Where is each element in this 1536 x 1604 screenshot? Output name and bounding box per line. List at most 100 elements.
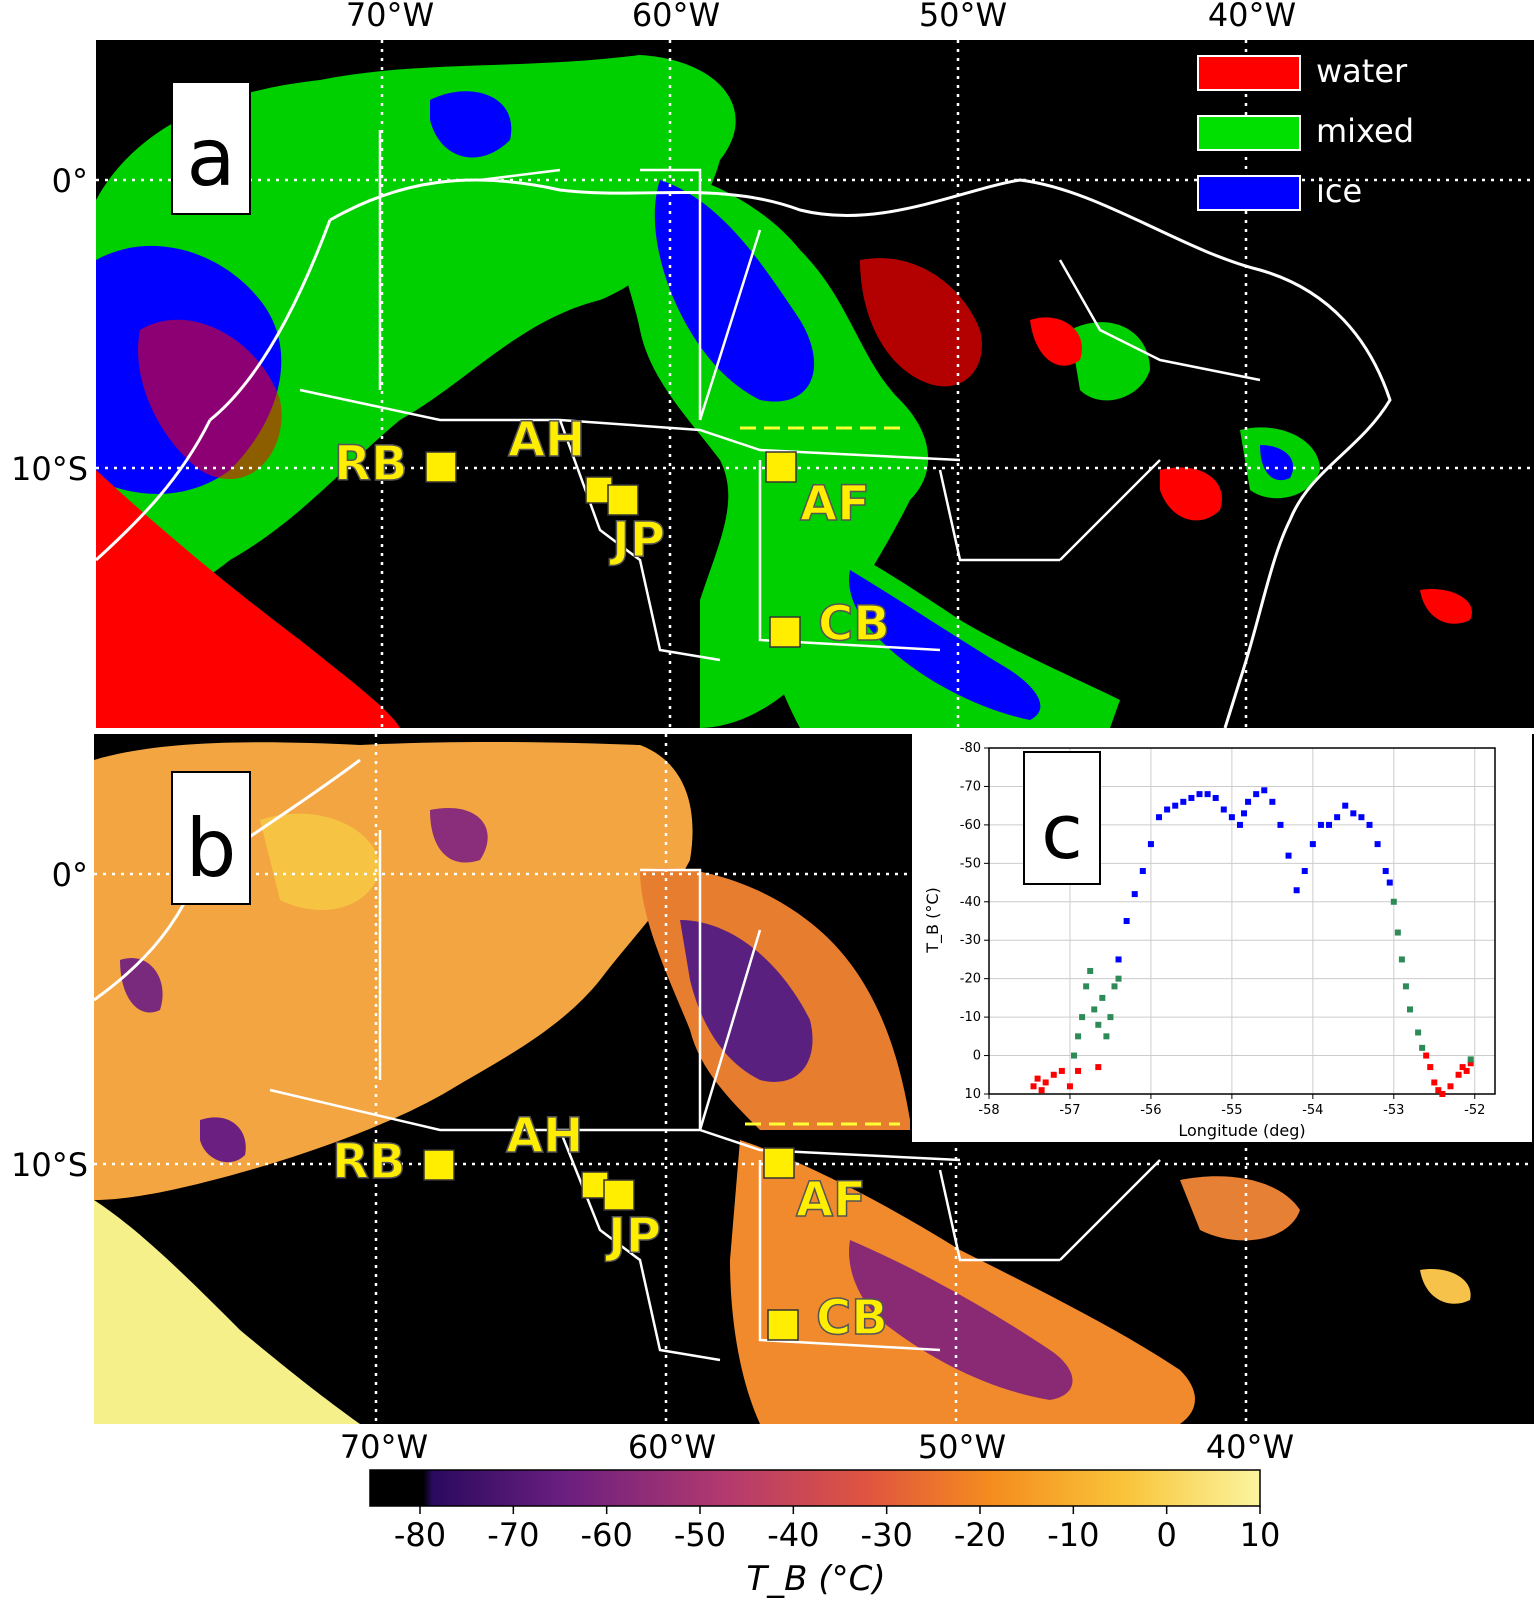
panel-c-point: [1394, 929, 1401, 936]
panel-b-label: b: [186, 802, 237, 895]
panel-c-ylabel: T_B (°C): [923, 887, 943, 954]
panel-c-point: [1204, 791, 1211, 798]
phase-legend: water mixed ice: [1197, 52, 1414, 211]
legend-label-ice: ice: [1316, 172, 1362, 210]
panel-c-point: [1253, 791, 1260, 798]
panel-c-point: [1459, 1064, 1466, 1071]
site-label-af-b: AF: [796, 1172, 866, 1228]
panel-c-point: [1285, 852, 1292, 859]
panel-c-ytick-label: -50: [960, 856, 981, 871]
panel-c-point: [1103, 1033, 1110, 1040]
panel-c-ytick-label: -40: [960, 895, 981, 910]
panel-b-label-box: [171, 771, 251, 905]
panel-c-point: [1058, 1067, 1065, 1074]
colorbar-tick-label: -30: [861, 1516, 913, 1554]
panel-a-lon-label-70w: 70°W: [346, 0, 434, 34]
panel-a-lon-label-50w: 50°W: [919, 0, 1007, 34]
panel-c-point: [1342, 802, 1349, 809]
colorbar-tick-label: -10: [1047, 1516, 1099, 1554]
colorbar-tick-label: -60: [581, 1516, 633, 1554]
site-label-ah-b: AH: [506, 1108, 583, 1164]
colorbar-tick-label: -50: [674, 1516, 726, 1554]
panel-c-point: [1455, 1071, 1462, 1078]
legend-swatch-ice: [1197, 175, 1301, 211]
panel-c-point: [1147, 841, 1154, 848]
panel-c-point: [1293, 887, 1300, 894]
panel-c-ytick-label: 0: [973, 1049, 981, 1064]
panel-a-lon-label-40w: 40°W: [1208, 0, 1296, 34]
panel-c-xtick-label: -58: [978, 1103, 999, 1118]
panel-c-point: [1038, 1087, 1045, 1094]
panel-c-point: [1366, 821, 1373, 828]
panel-c-point: [1406, 1006, 1413, 1013]
panel-a-lat-label-10s: 10°S: [11, 450, 88, 488]
site-label-cb-a: CB: [818, 596, 890, 652]
panel-c-points: [1030, 787, 1474, 1097]
panel-c-point: [1107, 1014, 1114, 1021]
panel-c-xtick-label: -53: [1383, 1103, 1404, 1118]
panel-a-map: [94, 40, 1534, 729]
panel-c-inset: -58 -57 -56 -55 -54 -53 -52 -80 -70 -60 -50 -40 -30 -…: [912, 734, 1532, 1142]
panel-c-point: [1030, 1083, 1037, 1090]
panel-c-point: [1066, 1083, 1073, 1090]
panel-c-point: [1236, 821, 1243, 828]
site-label-ah-a: AH: [508, 412, 585, 468]
panel-c-point: [1419, 1044, 1426, 1051]
panel-c-point: [1164, 806, 1171, 813]
panel-c-point: [1075, 1067, 1082, 1074]
panel-a-label-box: [171, 81, 251, 215]
colorbar-tick-label: 0: [1156, 1516, 1176, 1554]
panel-b-lon-label-60w: 60°W: [628, 1428, 716, 1466]
panel-c-point: [1188, 794, 1195, 801]
panel-c-ytick-label: -70: [960, 779, 981, 794]
site-label-rb-a: RB: [334, 436, 408, 492]
panel-c-point: [1180, 798, 1187, 805]
panel-c-ticks: -58 -57 -56 -55 -54 -53 -52 -80 -70 -60 -50 -40 -30 -…: [960, 741, 1486, 1118]
colorbar-gradient: [369, 1469, 1261, 1507]
colorbar-ticks: -80 -70 -60 -50 -40 -30 -20 -10 0 10: [394, 1506, 1280, 1554]
panel-c-point: [1042, 1079, 1049, 1086]
panel-c-point: [1131, 891, 1138, 898]
site-label-jp-a: JP: [609, 512, 665, 568]
panel-c-point: [1334, 814, 1341, 821]
site-label-af-a: AF: [800, 476, 870, 532]
panel-c-point: [1071, 1052, 1078, 1059]
panel-c-xtick-label: -52: [1464, 1103, 1485, 1118]
panel-c-ytick-label: -30: [960, 933, 981, 948]
panel-c-point: [1326, 821, 1333, 828]
panel-c-point: [1402, 983, 1409, 990]
panel-c-point: [1099, 994, 1106, 1001]
panel-c-ytick-label: -60: [960, 818, 981, 833]
site-label-rb-b: RB: [332, 1134, 406, 1190]
panel-a-lat-label-0: 0°: [52, 162, 88, 200]
panel-c-point: [1447, 1083, 1454, 1090]
panel-c-axes-frame: [988, 747, 1496, 1095]
panel-c-xtick-label: -57: [1059, 1103, 1080, 1118]
panel-c-point: [1435, 1087, 1442, 1094]
colorbar: -80 -70 -60 -50 -40 -30 -20 -10 0 10 T_B (°C): [369, 1469, 1280, 1599]
panel-c-point: [1350, 810, 1357, 817]
panel-c-point: [1269, 798, 1276, 805]
panel-c-point: [1172, 802, 1179, 809]
panel-b-lat-label-0: 0°: [52, 856, 88, 894]
panel-c-point: [1091, 1006, 1098, 1013]
panel-c-xtick-label: -55: [1221, 1103, 1242, 1118]
panel-c-point: [1382, 868, 1389, 875]
panel-c-label: c: [1041, 787, 1083, 876]
panel-c-point: [1427, 1064, 1434, 1071]
panel-c-point: [1075, 1033, 1082, 1040]
panel-c-point: [1467, 1056, 1474, 1063]
panel-c-point: [1241, 810, 1248, 817]
colorbar-tick-label: -40: [767, 1516, 819, 1554]
panel-c-point: [1095, 1064, 1102, 1071]
panel-c-point: [1386, 879, 1393, 886]
panel-c-ytick-label: 10: [964, 1087, 981, 1102]
panel-c-point: [1079, 1014, 1086, 1021]
panel-c-point: [1115, 956, 1122, 963]
panel-c-xtick-label: -54: [1302, 1103, 1323, 1118]
panel-c-point: [1123, 918, 1130, 924]
panel-c-point: [1245, 798, 1252, 805]
panel-a-label: a: [186, 111, 235, 204]
panel-c-point: [1309, 841, 1316, 848]
panel-c-point: [1095, 1021, 1102, 1028]
